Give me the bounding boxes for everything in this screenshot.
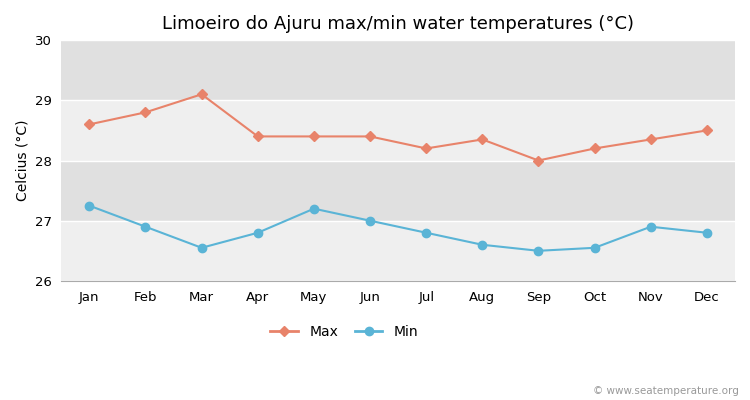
Title: Limoeiro do Ajuru max/min water temperatures (°C): Limoeiro do Ajuru max/min water temperat… [162,15,634,33]
Text: © www.seatemperature.org: © www.seatemperature.org [592,386,739,396]
Bar [62,160,735,221]
Legend: Max, Min: Max, Min [265,319,424,344]
Bar [62,100,735,160]
Bar [62,221,735,281]
Bar [62,40,735,100]
Y-axis label: Celcius (°C): Celcius (°C) [15,120,29,201]
